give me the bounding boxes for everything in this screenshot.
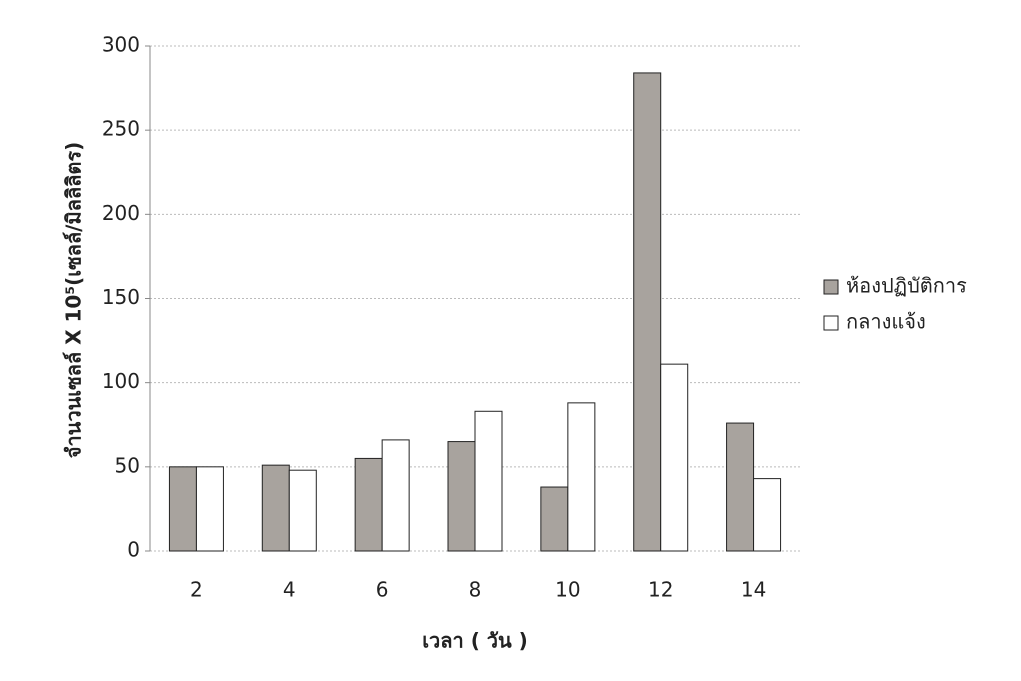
x-tick-label: 2 (190, 578, 203, 602)
bar (168, 466, 197, 552)
bar (261, 464, 290, 552)
y-axis-label: จำนวนเซลล์ X 10⁵(เซลล์/มิลลิลิตร) (62, 142, 86, 459)
x-tick-label: 12 (648, 578, 673, 602)
legend-swatch (823, 279, 839, 295)
legend-label: ห้องปฏิบัติการ (846, 274, 967, 298)
bar (567, 402, 596, 552)
x-tick-label: 14 (741, 578, 766, 602)
y-tick-label: 50 (115, 453, 140, 477)
x-tick-label: 6 (376, 578, 389, 602)
legend-swatch (823, 315, 839, 331)
bar (633, 72, 662, 552)
bar (726, 422, 755, 552)
bar (540, 486, 569, 552)
bar (288, 469, 317, 552)
y-tick-label: 150 (102, 285, 140, 309)
y-tick-label: 250 (102, 117, 140, 141)
y-tick-label: 300 (102, 33, 140, 57)
x-tick-label: 8 (469, 578, 482, 602)
y-tick-label: 100 (102, 369, 140, 393)
bar (753, 478, 782, 552)
x-axis-label: เวลา ( วัน ) (422, 629, 528, 653)
bar (660, 363, 689, 552)
y-tick-label: 200 (102, 201, 140, 225)
legend-label: กลางแจ้ง (846, 310, 926, 334)
bar (381, 439, 410, 552)
bar (447, 441, 476, 552)
bar (354, 457, 383, 552)
y-tick-label: 0 (127, 538, 140, 562)
bar (474, 410, 503, 552)
bar (195, 466, 224, 552)
x-tick-label: 10 (555, 578, 580, 602)
x-tick-label: 4 (283, 578, 296, 602)
